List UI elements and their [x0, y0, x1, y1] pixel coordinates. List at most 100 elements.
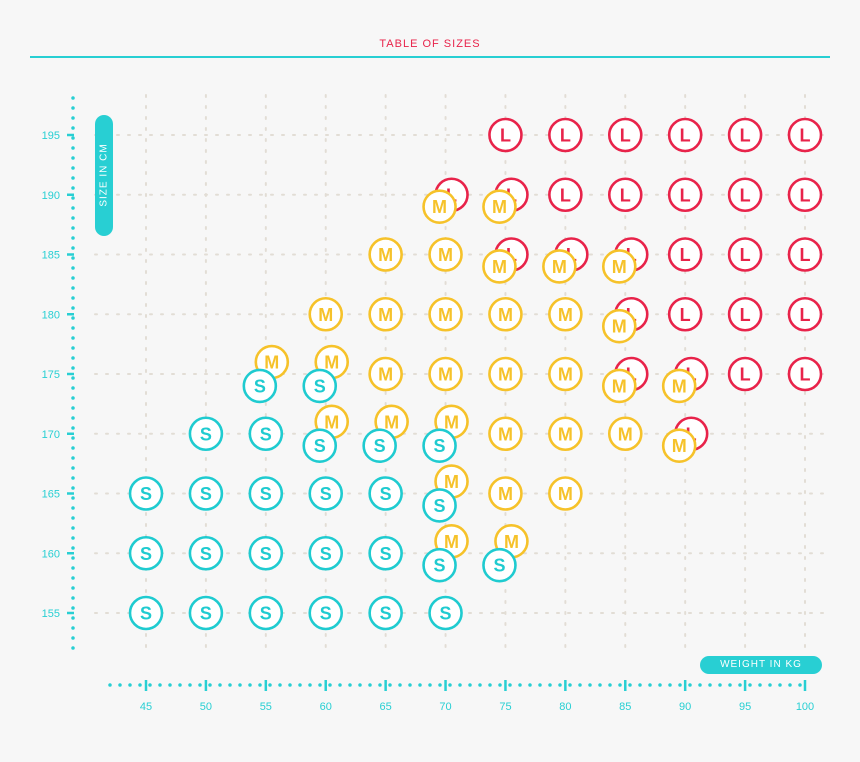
marker-circle [302, 368, 338, 404]
marker-circle [248, 476, 284, 511]
marker-s: S [248, 476, 284, 511]
y-tick-label: 165 [42, 489, 60, 501]
marker-circle [607, 117, 643, 153]
marker-circle [787, 177, 823, 213]
marker-circle [242, 368, 278, 404]
y-tick-label: 185 [42, 250, 60, 262]
marker-letter: M [432, 197, 447, 217]
marker-l: L [787, 177, 823, 213]
marker-circle [667, 237, 703, 272]
marker-m: M [428, 296, 463, 332]
marker-s: S [482, 547, 517, 583]
marker-letter: M [558, 424, 573, 444]
marker-letter: M [558, 305, 573, 325]
marker-m: M [548, 416, 583, 452]
marker-letter: M [672, 436, 687, 456]
marker-m: M [488, 416, 523, 452]
marker-letter: L [740, 126, 751, 146]
marker-m: M [542, 249, 577, 284]
marker-letter: S [320, 484, 332, 504]
marker-s: S [302, 428, 338, 464]
marker-l: L [727, 296, 763, 332]
marker-circle [607, 177, 643, 213]
marker-m: M [488, 476, 523, 511]
marker-circle [601, 308, 637, 344]
marker-letter: M [612, 257, 627, 277]
marker-m: M [548, 296, 583, 332]
marker-circle [488, 416, 523, 452]
marker-letter: S [254, 376, 266, 396]
marker-circle [542, 249, 577, 284]
marker-letter: M [378, 245, 393, 265]
marker-letter: M [498, 365, 513, 385]
marker-letter: M [498, 424, 513, 444]
marker-m: M [548, 356, 583, 392]
marker-letter: M [552, 257, 567, 277]
marker-circle [488, 296, 523, 332]
marker-circle [727, 117, 763, 153]
marker-letter: S [200, 544, 212, 564]
marker-circle [362, 428, 397, 464]
marker-s: S [188, 416, 224, 452]
marker-l: L [607, 177, 643, 213]
marker-circle [188, 416, 224, 452]
marker-circle [787, 237, 823, 272]
marker-circle [548, 476, 583, 511]
marker-l: L [607, 117, 643, 153]
marker-letter: M [618, 424, 633, 444]
marker-circle [128, 595, 164, 631]
marker-s: S [422, 488, 457, 523]
marker-l: L [787, 296, 823, 332]
marker-letter: S [260, 424, 272, 444]
marker-circle [727, 356, 763, 392]
marker-circle [727, 296, 763, 332]
marker-letter: L [620, 185, 631, 205]
marker-letter: S [260, 544, 272, 564]
marker-letter: L [800, 126, 811, 146]
marker-letter: S [314, 436, 326, 456]
marker-s: S [128, 535, 164, 571]
marker-l: L [488, 117, 523, 153]
marker-letter: L [560, 126, 571, 146]
marker-letter: M [378, 305, 393, 325]
marker-circle [428, 595, 463, 631]
marker-circle [488, 356, 523, 392]
marker-letter: S [140, 544, 152, 564]
marker-letter: M [504, 532, 519, 552]
marker-s: S [188, 476, 224, 511]
marker-letter: M [444, 472, 459, 492]
marker-letter: S [380, 604, 392, 624]
marker-circle [667, 296, 703, 332]
marker-circle [422, 428, 457, 464]
y-tick-label: 155 [42, 608, 60, 620]
marker-m: M [548, 476, 583, 511]
marker-circle [548, 296, 583, 332]
marker-m: M [308, 296, 344, 332]
marker-circle [308, 476, 344, 511]
marker-letter: S [380, 544, 392, 564]
marker-letter: S [200, 604, 212, 624]
marker-m: M [428, 356, 463, 392]
marker-s: S [188, 595, 224, 631]
marker-circle [667, 117, 703, 153]
marker-letter: M [558, 484, 573, 504]
marker-letter: S [434, 556, 446, 576]
marker-letter: S [200, 484, 212, 504]
x-tick-label: 45 [140, 701, 152, 713]
x-tick-label: 60 [320, 701, 332, 713]
y-tick-label: 180 [42, 309, 60, 321]
marker-l: L [667, 237, 703, 272]
marker-circle [302, 428, 338, 464]
marker-letter: S [260, 484, 272, 504]
marker-circle [308, 296, 344, 332]
y-tick-label: 175 [42, 369, 60, 381]
marker-circle [308, 595, 344, 631]
x-axis-label: WEIGHT IN KG [720, 659, 802, 670]
marker-letter: L [680, 305, 691, 325]
marker-circle [661, 368, 697, 404]
y-tick-label: 195 [42, 130, 60, 142]
marker-letter: L [680, 245, 691, 265]
marker-m: M [661, 368, 697, 404]
x-tick-label: 50 [200, 701, 212, 713]
